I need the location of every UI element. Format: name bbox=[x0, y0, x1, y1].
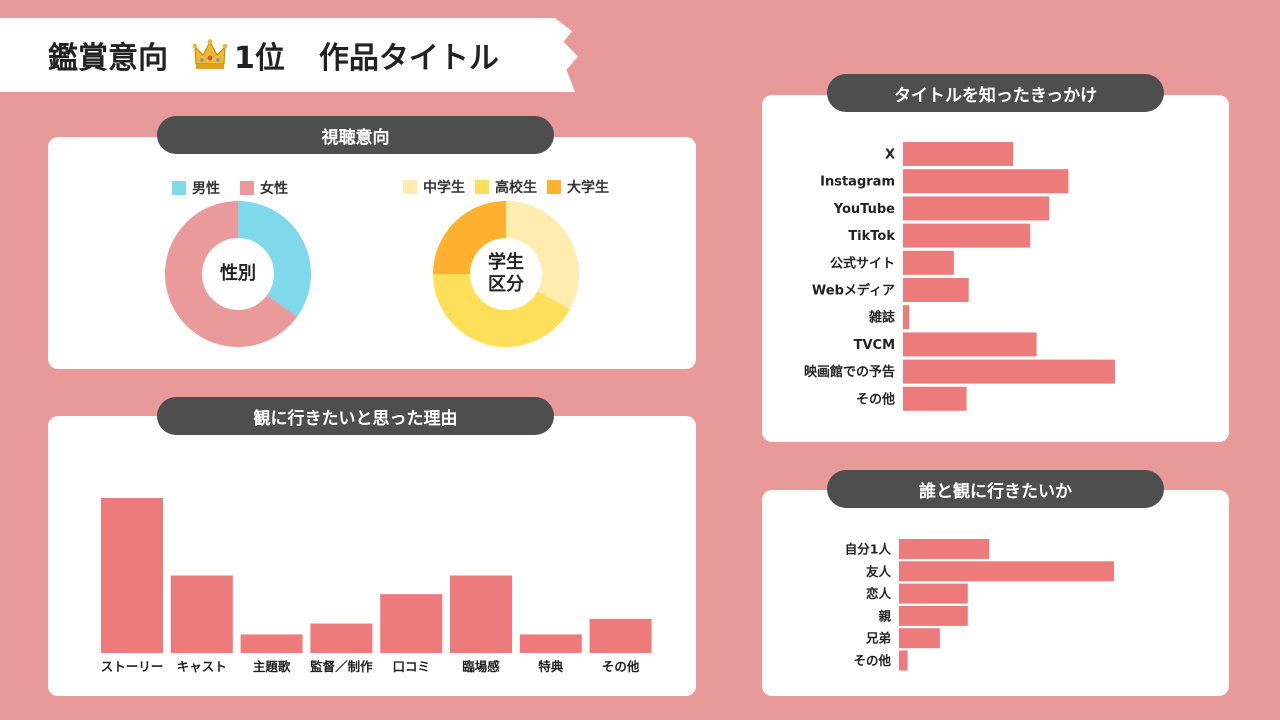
companion-bar-4 bbox=[899, 628, 940, 649]
companion-label-3: 親 bbox=[878, 608, 891, 623]
awareness-bar-1 bbox=[903, 169, 1069, 194]
reasons-label-4: 口コミ bbox=[392, 659, 430, 674]
reasons-label-2: 主題歌 bbox=[253, 659, 291, 674]
title-prefix: 鑑賞意向 bbox=[48, 41, 168, 76]
legend-university: 大学生 bbox=[547, 177, 609, 197]
reasons-bar-0 bbox=[101, 498, 163, 653]
legend-junior-high: 中学生 bbox=[403, 177, 465, 197]
companion-bar-2 bbox=[899, 583, 968, 604]
awareness-bar-8 bbox=[903, 359, 1115, 384]
awareness-label-1: Instagram bbox=[820, 175, 895, 190]
reasons-bar-chart: ストーリー キャスト 主題歌 監督／制作 口コミ 臨場感 特典 その他 bbox=[101, 498, 652, 674]
awareness-label-6: 雑誌 bbox=[868, 310, 895, 326]
awareness-bar-4 bbox=[903, 250, 954, 275]
student-slice-2 bbox=[433, 201, 506, 274]
awareness-label-9: その他 bbox=[856, 391, 895, 407]
reasons-header: 観に行きたいと思った理由 bbox=[157, 397, 554, 435]
legend-high-school-label: 高校生 bbox=[495, 180, 537, 196]
page-title: 鑑賞意向 1位 作品タイトル bbox=[48, 18, 499, 92]
awareness-bar-6 bbox=[903, 305, 910, 330]
title-banner: 鑑賞意向 1位 作品タイトル bbox=[0, 18, 578, 92]
reasons-bar-6 bbox=[519, 634, 582, 653]
companion-label-5: その他 bbox=[853, 653, 891, 668]
awareness-bar-2 bbox=[903, 196, 1050, 221]
reasons-bar-4 bbox=[380, 594, 443, 653]
female-swatch bbox=[240, 181, 254, 195]
awareness-bar-7 bbox=[903, 332, 1037, 357]
student-donut-label-line2: 区分 bbox=[488, 274, 524, 295]
reasons-label-7: その他 bbox=[602, 659, 640, 674]
title-rank: 1位 bbox=[234, 41, 285, 76]
legend-male-label: 男性 bbox=[192, 181, 220, 197]
gender-legend: 男性 女性 bbox=[172, 178, 308, 198]
companion-label-0: 自分1人 bbox=[845, 542, 892, 557]
student-slice-1 bbox=[433, 274, 570, 347]
male-swatch bbox=[172, 181, 186, 195]
reasons-label-0: ストーリー bbox=[101, 659, 164, 674]
companion-bar-1 bbox=[899, 561, 1114, 582]
viewing-intent-header: 視聴意向 bbox=[157, 116, 554, 154]
gender-slice-1 bbox=[165, 201, 298, 347]
gender-slice-0 bbox=[238, 201, 311, 317]
awareness-label-2: YouTube bbox=[833, 202, 895, 217]
reasons-bar-2 bbox=[240, 634, 303, 653]
reasons-bar-1 bbox=[170, 575, 233, 653]
title-work: 作品タイトル bbox=[318, 41, 499, 76]
reasons-label-5: 臨場感 bbox=[462, 659, 500, 674]
student-donut-label-line1: 学生 bbox=[488, 252, 524, 274]
reasons-bar-7 bbox=[589, 618, 652, 653]
companion-bar-0 bbox=[899, 539, 990, 559]
student-donut-label: 学生 区分 bbox=[471, 239, 541, 309]
legend-university-label: 大学生 bbox=[567, 180, 609, 196]
legend-male: 男性 bbox=[172, 178, 220, 198]
legend-female: 女性 bbox=[240, 178, 288, 198]
companion-bar-5 bbox=[899, 650, 908, 671]
reasons-label-3: 監督／制作 bbox=[310, 659, 373, 674]
awareness-label-8: 映画館での予告 bbox=[804, 364, 895, 380]
viewing-intent-card bbox=[48, 137, 696, 369]
companion-label-4: 兄弟 bbox=[865, 631, 891, 646]
legend-female-label: 女性 bbox=[260, 181, 288, 197]
crown-icon bbox=[192, 37, 228, 73]
university-swatch bbox=[547, 180, 561, 194]
student-slice-0 bbox=[506, 201, 579, 310]
reasons-bar-3 bbox=[310, 623, 373, 653]
awareness-bar-0 bbox=[903, 142, 1014, 166]
awareness-bar-3 bbox=[903, 223, 1031, 248]
companion-card bbox=[762, 490, 1229, 696]
companion-bar-3 bbox=[899, 605, 968, 626]
student-legend: 中学生 高校生 大学生 bbox=[403, 177, 609, 197]
companion-header: 誰と観に行きたいか bbox=[827, 470, 1164, 508]
companion-label-1: 友人 bbox=[865, 564, 892, 579]
junior-high-swatch bbox=[403, 180, 417, 194]
high-school-swatch bbox=[475, 180, 489, 194]
awareness-bar-5 bbox=[903, 278, 969, 302]
awareness-label-4: 公式サイト bbox=[830, 255, 895, 271]
reasons-bar-5 bbox=[450, 575, 512, 653]
reasons-label-1: キャスト bbox=[177, 659, 227, 674]
gender-donut-label: 性別 bbox=[220, 263, 256, 285]
awareness-bar-9 bbox=[903, 386, 967, 411]
awareness-label-7: TVCM bbox=[854, 338, 895, 353]
reasons-label-6: 特典 bbox=[538, 659, 564, 674]
awareness-header: タイトルを知ったきっかけ bbox=[827, 74, 1164, 112]
companion-label-2: 恋人 bbox=[866, 586, 892, 601]
legend-high-school: 高校生 bbox=[475, 177, 537, 197]
student-donut-chart bbox=[433, 201, 579, 347]
legend-junior-high-label: 中学生 bbox=[423, 180, 465, 196]
awareness-label-3: TikTok bbox=[848, 229, 895, 244]
awareness-label-0: X bbox=[885, 148, 895, 163]
gender-donut-chart bbox=[165, 201, 311, 347]
awareness-label-5: Webメディア bbox=[812, 283, 895, 299]
